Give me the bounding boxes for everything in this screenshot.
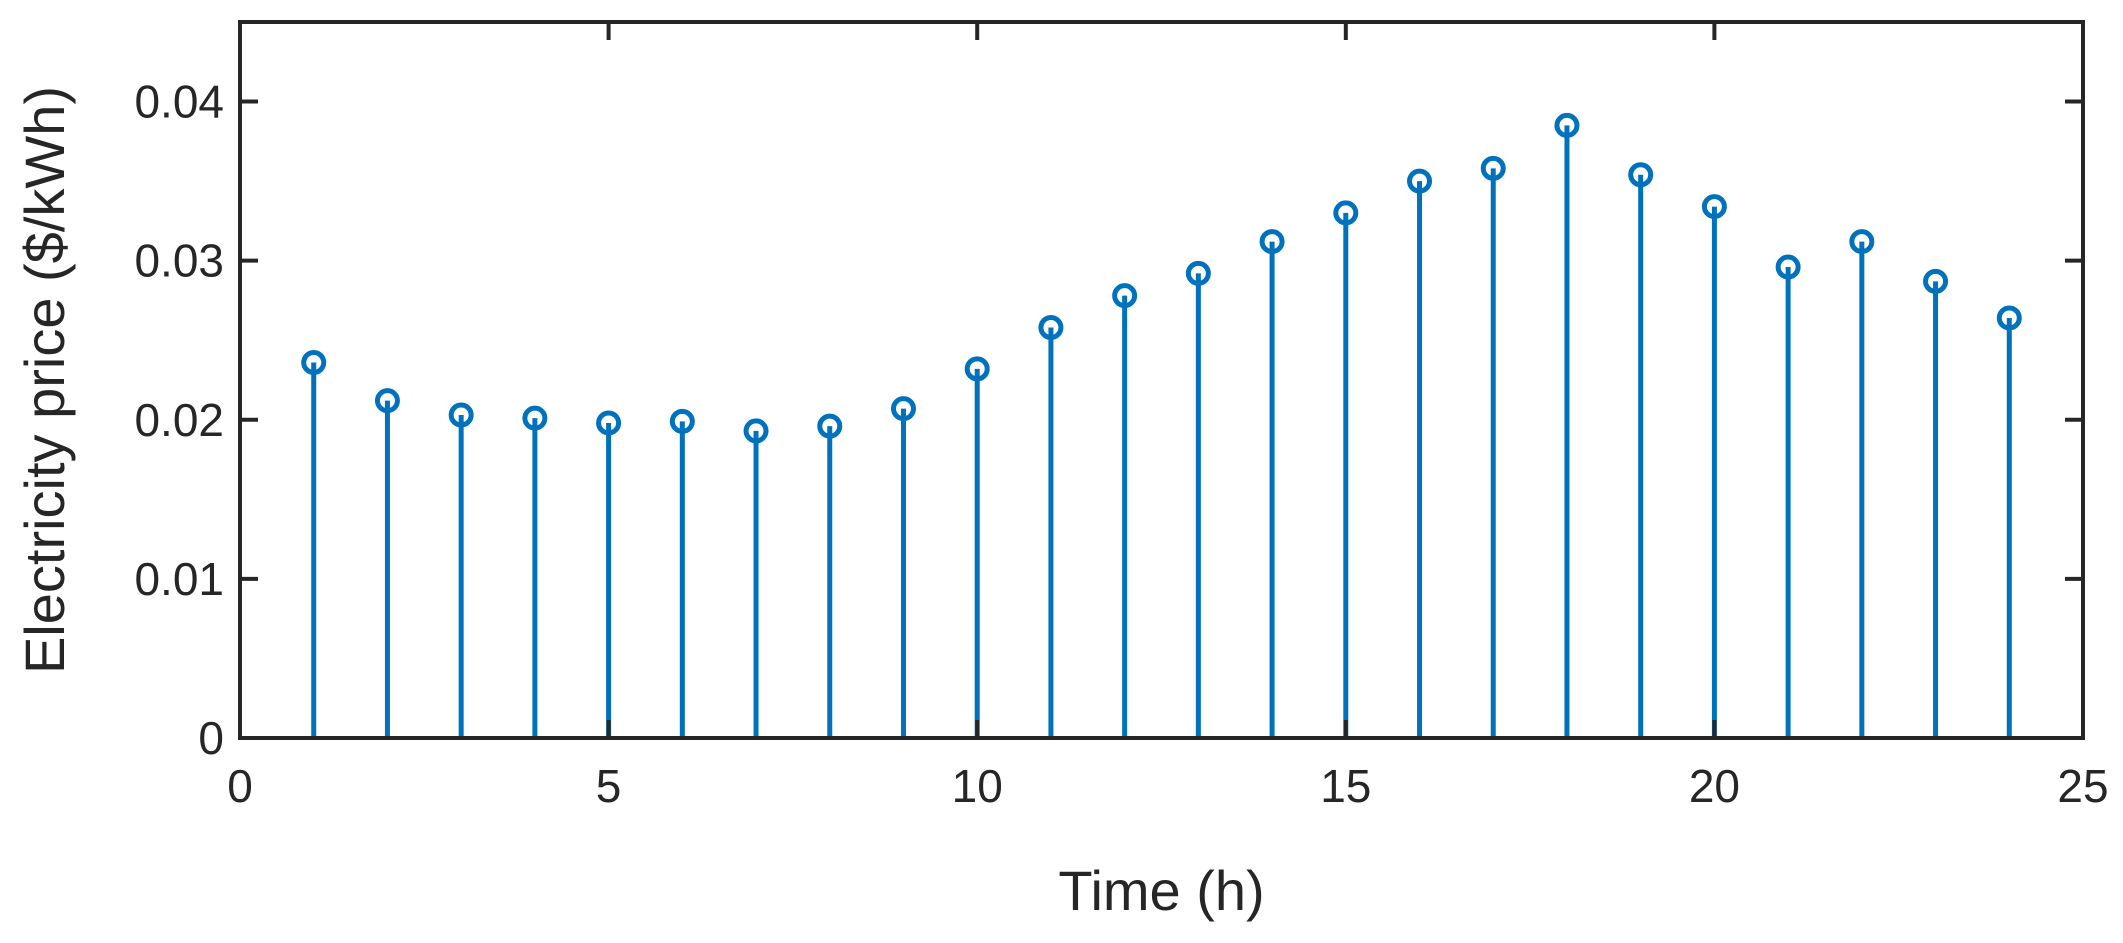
y-tick-label: 0.03 [134,235,224,287]
stem-point [1480,155,1506,738]
stem-point [1628,162,1654,738]
y-axis-label: Electricity price ($/kWh) [13,86,76,674]
y-tick-label: 0.04 [134,76,224,128]
x-tick-label: 20 [1689,760,1740,812]
stem-marker [1628,162,1654,188]
y-tick-labels: 0 0.01 0.02 0.03 0.04 [134,76,224,764]
stem-marker [596,410,622,436]
stem-point [1923,268,1949,738]
stem-series [301,112,2022,738]
stem-marker [1259,229,1285,255]
stem-point [1038,314,1064,738]
x-tick-label: 10 [952,760,1003,812]
y-tick-label: 0 [198,712,224,764]
stem-point [522,405,548,738]
x-tick-labels: 0 5 10 15 20 25 [227,760,2108,812]
stem-marker [1112,283,1138,309]
stem-point [1849,229,1875,738]
stem-marker [1333,200,1359,226]
stem-point [817,413,843,738]
x-axis-label: Time (h) [1058,859,1264,922]
stem-marker [890,396,916,422]
stem-marker [374,388,400,414]
stem-point [301,349,327,738]
stem-marker [1849,229,1875,255]
axes-frame [238,20,2085,740]
stem-marker [301,349,327,375]
plot-area [240,22,2083,738]
y-tick-label: 0.01 [134,553,224,605]
stem-point [1701,194,1727,738]
stem-marker [1923,268,1949,294]
stem-point [596,410,622,738]
stem-marker [448,402,474,428]
x-tick-label: 0 [227,760,253,812]
stem-marker [1775,254,1801,280]
stem-marker [964,356,990,382]
stem-marker [1480,155,1506,181]
stem-point [1112,283,1138,738]
stem-marker [817,413,843,439]
stem-point [1259,229,1285,738]
stem-point [1996,305,2022,738]
stem-marker [522,405,548,431]
stem-marker [1554,112,1580,138]
stem-point [448,402,474,738]
stem-point [1185,260,1211,738]
stem-marker [669,408,695,434]
x-tick-label: 5 [596,760,622,812]
y-tick-label: 0.02 [134,394,224,446]
stem-marker [1996,305,2022,331]
stem-point [374,388,400,738]
stem-marker [1038,314,1064,340]
x-tick-label: 25 [2057,760,2108,812]
stem-marker [1701,194,1727,220]
stem-marker [743,418,769,444]
stem-point [964,356,990,738]
stem-point [669,408,695,738]
stem-point [1407,168,1433,738]
stem-point [890,396,916,738]
stem-point [1775,254,1801,738]
stem-point [1554,112,1580,738]
x-tick-label: 15 [1320,760,1371,812]
stem-point [1333,200,1359,738]
stem-marker [1407,168,1433,194]
stem-point [743,418,769,738]
stem-marker [1185,260,1211,286]
